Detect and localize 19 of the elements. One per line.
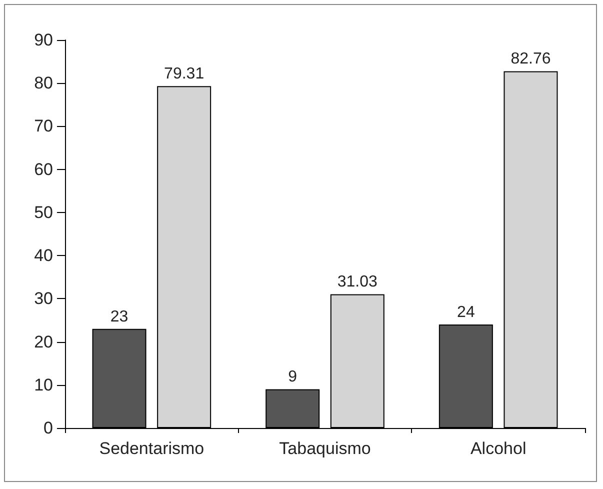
data-label: 9 xyxy=(288,368,298,386)
data-label: 82.76 xyxy=(510,50,551,68)
data-label: 79.31 xyxy=(164,66,204,83)
data-label: 31.03 xyxy=(337,274,378,291)
x-tick-label: Sedentarismo xyxy=(99,439,204,458)
y-tick-label: 80 xyxy=(34,74,53,93)
y-tick-label: 30 xyxy=(34,289,53,308)
y-tick-label: 10 xyxy=(34,375,53,394)
y-tick-label: 50 xyxy=(34,202,53,222)
y-tick-label: 0 xyxy=(44,418,53,438)
y-tick-label: 60 xyxy=(34,160,53,179)
y-tick-label: 70 xyxy=(34,116,53,136)
x-tick-label: Tabaquismo xyxy=(279,439,371,458)
data-label: 24 xyxy=(457,304,475,322)
y-tick-label: 90 xyxy=(34,30,53,50)
y-tick-label: 20 xyxy=(34,332,53,352)
data-label: 23 xyxy=(110,308,128,326)
x-tick-label: Alcohol xyxy=(470,439,526,458)
y-tick-label: 40 xyxy=(34,246,53,266)
